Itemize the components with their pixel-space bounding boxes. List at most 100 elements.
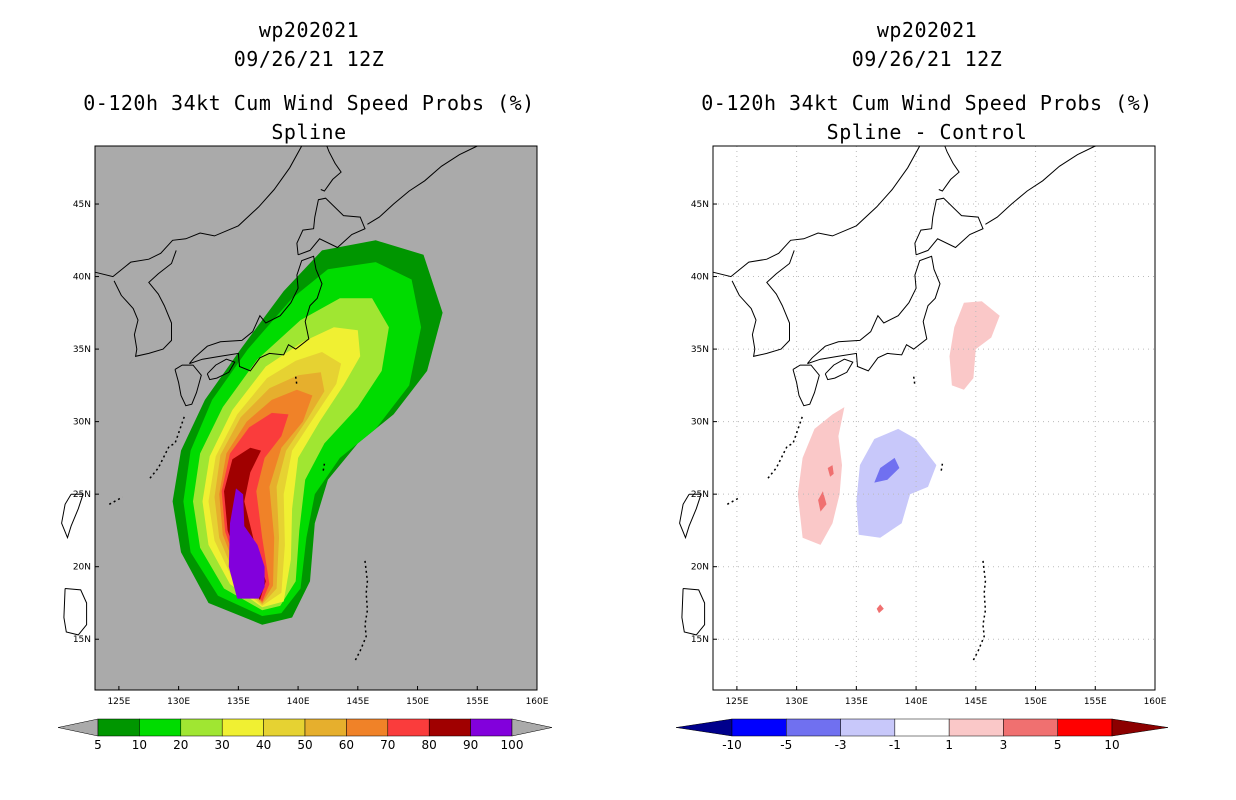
lon-tick-label: 140E	[287, 697, 310, 707]
coastline	[792, 364, 820, 407]
lat-tick-label: 40N	[691, 273, 709, 283]
colorbar-box	[786, 718, 841, 737]
colorbar-label: -5	[780, 738, 792, 752]
lon-tick-label: 145E	[964, 697, 987, 707]
lat-tick-label: 15N	[73, 635, 91, 645]
datetime: 09/26/21 12Z	[851, 47, 1003, 71]
lat-tick-label: 30N	[691, 418, 709, 428]
lon-tick-label: 150E	[1024, 697, 1047, 707]
coastline	[296, 197, 366, 256]
coastline	[681, 588, 706, 636]
colorbar-label: -1	[889, 738, 901, 752]
lon-tick-label: 135E	[227, 697, 250, 707]
lon-tick-label: 135E	[845, 697, 868, 707]
lat-tick-label: 30N	[73, 418, 91, 428]
coastline	[938, 145, 960, 192]
island-chain	[294, 376, 298, 386]
colorbar-box	[180, 718, 223, 737]
lat-tick-label: 25N	[73, 490, 91, 500]
colorbar-label: -3	[835, 738, 847, 752]
lat-tick-label: 25N	[691, 490, 709, 500]
probability-map: 125E 130E 135E 140E 145E 150E 155E 160E 45N 40N 35…	[57, 145, 553, 752]
coastline	[824, 358, 854, 381]
right-panel: wp202021 09/26/21 12Z 0-120h 34kt Cum Wi…	[618, 0, 1236, 800]
left-panel: wp202021 09/26/21 12Z 0-120h 34kt Cum Wi…	[57, 18, 553, 752]
lat-tick-label: 15N	[691, 635, 709, 645]
colorbar-box	[1057, 718, 1113, 737]
coastline	[61, 493, 84, 540]
colorbar-box	[470, 718, 513, 737]
coastline	[679, 493, 702, 540]
difference-region	[874, 457, 900, 483]
difference-region	[949, 301, 1000, 390]
coastline	[113, 250, 177, 357]
colorbar-box	[97, 718, 140, 737]
colorbar-label: 5	[94, 738, 102, 752]
colorbar-box	[840, 718, 896, 737]
island-chain	[353, 560, 369, 663]
coastline	[985, 145, 1096, 225]
lon-tick-label: 145E	[346, 697, 369, 707]
lon-tick-label: 125E	[725, 697, 748, 707]
lat-tick-label: 35N	[691, 345, 709, 355]
colorbar-label: 10	[132, 738, 147, 752]
colorbar-end-right	[1111, 718, 1169, 737]
difference-map: 125E 130E 135E 140E 145E 150E 155E 160E45N40N35…	[675, 145, 1169, 752]
difference-region	[818, 491, 827, 512]
difference-region	[797, 407, 845, 545]
colorbar-label: 80	[422, 738, 437, 752]
coastline	[189, 255, 323, 372]
lon-tick-label: 130E	[785, 697, 808, 707]
coastline	[206, 358, 236, 381]
lon-tick-label: 125E	[107, 697, 130, 707]
coastline	[174, 364, 202, 407]
lon-tick-label: 130E	[167, 697, 190, 707]
lon-tick-label: 155E	[466, 697, 489, 707]
difference-region	[876, 604, 884, 614]
island-chain	[322, 463, 326, 472]
coastline	[94, 145, 303, 278]
lon-tick-label: 160E	[526, 697, 549, 707]
colorbar-label: 50	[297, 738, 312, 752]
lat-tick-label: 35N	[73, 345, 91, 355]
colorbar-box	[731, 718, 787, 737]
datetime: 09/26/21 12Z	[233, 47, 385, 71]
colorbar-box	[1003, 718, 1058, 737]
colorbar-box	[139, 718, 182, 737]
lat-tick-label: 45N	[73, 200, 91, 210]
map-frame	[712, 145, 1156, 691]
colorbar-label: 100	[501, 738, 524, 752]
colorbar-label: 70	[380, 738, 395, 752]
coastline	[731, 250, 795, 357]
colorbar-label: 90	[463, 738, 478, 752]
island-chain	[971, 560, 987, 663]
colorbar-label: 60	[339, 738, 354, 752]
prob-band	[228, 488, 265, 599]
lat-tick-label: 20N	[73, 563, 91, 573]
island-chain	[912, 376, 916, 386]
colorbar-end-right	[511, 718, 553, 737]
colorbar-end-left	[57, 718, 99, 737]
map-frame	[94, 145, 538, 691]
panel-subtitle: Spline - Control	[826, 120, 1028, 144]
coastline	[914, 197, 984, 256]
lon-tick-label: 155E	[1084, 697, 1107, 707]
map-background	[713, 146, 1155, 690]
island-chain	[940, 463, 944, 472]
product-title: 0-120h 34kt Cum Wind Speed Probs (%)	[83, 91, 535, 115]
colorbar-label: 1	[945, 738, 953, 752]
colorbar-box	[221, 718, 264, 737]
coastline	[367, 145, 478, 225]
coastline	[320, 145, 342, 192]
lat-tick-label: 40N	[73, 273, 91, 283]
panel-subtitle: Spline	[271, 120, 347, 144]
colorbar-box	[263, 718, 306, 737]
coastline	[807, 255, 941, 372]
colorbar-label: 40	[256, 738, 271, 752]
lon-tick-label: 150E	[406, 697, 429, 707]
colorbar-box	[346, 718, 389, 737]
colorbar-label: 5	[1054, 738, 1062, 752]
lon-tick-label: 160E	[1144, 697, 1167, 707]
colorbar-label: 10	[1104, 738, 1119, 752]
colorbar-label: 20	[173, 738, 188, 752]
